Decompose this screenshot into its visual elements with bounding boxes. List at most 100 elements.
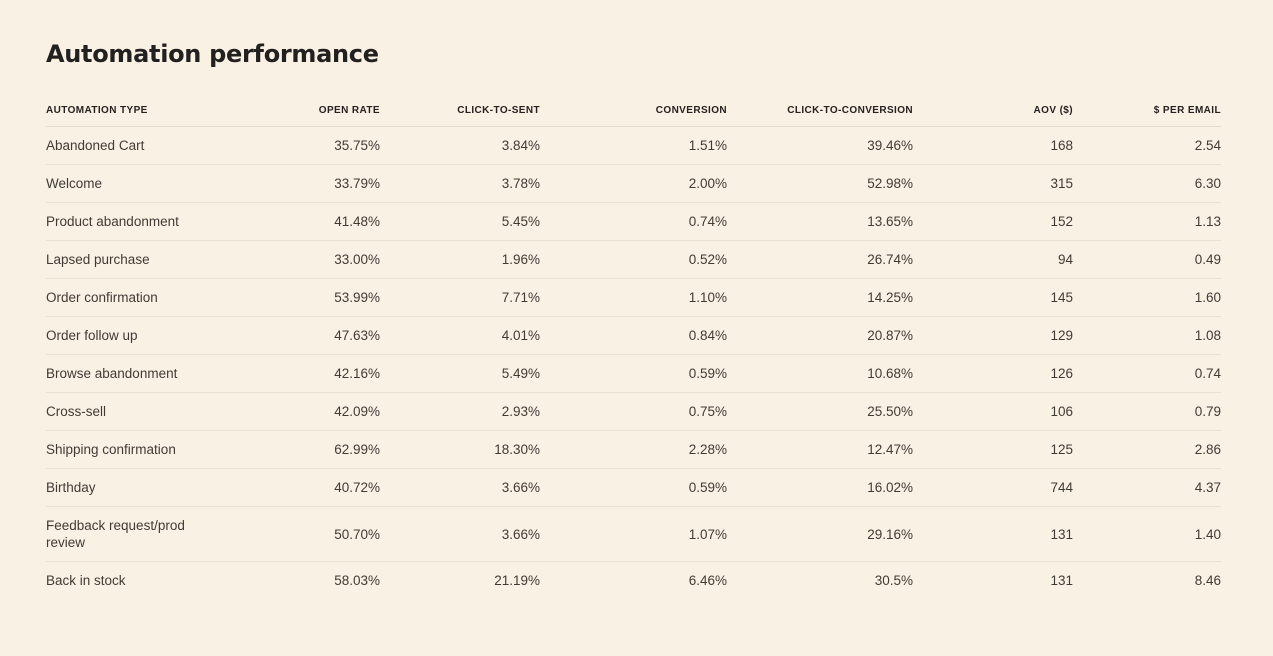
cell-click-to-conversion: 12.47% [727,430,913,469]
cell-click-to-sent: 2.93% [380,392,540,431]
automation-type-label: Lapsed purchase [46,252,150,267]
cell-aov: 126 [913,354,1073,393]
table-row: Feedback request/prod review 50.70% 3.66% 1… [46,506,1221,562]
cell-automation-type: Back in stock [46,562,260,600]
cell-open-rate: 50.70% [260,506,380,562]
cell-per-email: 1.13 [1073,202,1221,241]
cell-aov: 129 [913,316,1073,355]
automation-type-label: Product abandonment [46,214,179,229]
cell-click-to-conversion: 13.65% [727,202,913,241]
column-header-aov: AOV ($) [913,105,1073,127]
cell-aov: 94 [913,240,1073,279]
cell-click-to-sent: 1.96% [380,240,540,279]
cell-click-to-sent: 3.66% [380,506,540,562]
cell-per-email: 1.60 [1073,278,1221,317]
column-header-automation-type: AUTOMATION TYPE [46,105,260,127]
automation-type-label: Cross-sell [46,404,107,419]
cell-aov: 131 [913,506,1073,562]
cell-conversion: 1.51% [540,126,727,165]
automation-type-label: Birthday [46,480,96,495]
column-header-click-to-conversion: CLICK-TO-CONVERSION [727,105,913,127]
table-row: Product abandonment 41.48% 5.45% 0.74% 13.65… [46,202,1221,241]
cell-per-email: 2.54 [1073,126,1221,165]
cell-open-rate: 35.75% [260,126,380,165]
cell-click-to-conversion: 25.50% [727,392,913,431]
cell-click-to-conversion: 20.87% [727,316,913,355]
automation-type-label: Abandoned Cart [46,138,145,153]
table-row: Order follow up 47.63% 4.01% 0.84% 20.87% 129… [46,316,1221,355]
cell-automation-type: Product abandonment [46,202,260,241]
table-row: Back in stock 58.03% 21.19% 6.46% 30.5% 131 8.… [46,562,1221,600]
table-row: Browse abandonment 42.16% 5.49% 0.59% 10.68%… [46,354,1221,393]
cell-click-to-sent: 18.30% [380,430,540,469]
cell-open-rate: 40.72% [260,468,380,507]
cell-automation-type: Feedback request/prod review [46,506,260,562]
column-header-conversion: CONVERSION [540,105,727,127]
cell-automation-type: Lapsed purchase [46,240,260,279]
cell-conversion: 1.10% [540,278,727,317]
cell-click-to-sent: 7.71% [380,278,540,317]
cell-per-email: 1.40 [1073,506,1221,562]
cell-click-to-conversion: 16.02% [727,468,913,507]
cell-click-to-conversion: 39.46% [727,126,913,165]
cell-per-email: 4.37 [1073,468,1221,507]
cell-click-to-sent: 3.78% [380,164,540,203]
column-header-click-to-sent: CLICK-TO-SENT [380,105,540,127]
page-title: Automation performance [46,40,379,68]
cell-per-email: 0.74 [1073,354,1221,393]
cell-open-rate: 33.79% [260,164,380,203]
automation-performance-table: AUTOMATION TYPE OPEN RATE CLICK-TO-SENT … [46,105,1221,599]
cell-aov: 106 [913,392,1073,431]
cell-open-rate: 58.03% [334,573,380,588]
cell-conversion: 2.28% [540,430,727,469]
table-header-row: AUTOMATION TYPE OPEN RATE CLICK-TO-SENT … [46,105,1221,127]
cell-aov: 168 [913,126,1073,165]
cell-per-email: 0.79 [1073,392,1221,431]
table-row: Welcome 33.79% 3.78% 2.00% 52.98% 315 6.30 [46,164,1221,203]
cell-automation-type: Welcome [46,164,260,203]
cell-automation-type: Shipping confirmation [46,430,260,469]
cell-click-to-sent: 5.49% [380,354,540,393]
cell-click-to-sent: 3.84% [380,126,540,165]
cell-per-email: 0.49 [1073,240,1221,279]
cell-per-email: 8.46 [1194,573,1221,588]
cell-conversion: 0.59% [540,468,727,507]
cell-automation-type: Order follow up [46,316,260,355]
cell-click-to-sent: 5.45% [380,202,540,241]
cell-aov: 131 [1050,573,1073,588]
cell-click-to-conversion: 30.5% [874,573,913,588]
cell-per-email: 2.86 [1073,430,1221,469]
cell-click-to-conversion: 29.16% [727,506,913,562]
table-row: Abandoned Cart 35.75% 3.84% 1.51% 39.46% 168 2… [46,126,1221,165]
cell-conversion: 0.59% [540,354,727,393]
column-header-open-rate: OPEN RATE [260,105,380,127]
cell-click-to-conversion: 10.68% [727,354,913,393]
cell-conversion: 0.52% [540,240,727,279]
cell-conversion: 0.75% [540,392,727,431]
automation-type-label: Shipping confirmation [46,442,176,457]
cell-per-email: 6.30 [1073,164,1221,203]
cell-automation-type: Order confirmation [46,278,260,317]
cell-click-to-conversion: 14.25% [727,278,913,317]
table-body: Abandoned Cart 35.75% 3.84% 1.51% 39.46% 168 2… [46,126,1221,600]
cell-open-rate: 42.09% [260,392,380,431]
cell-aov: 744 [913,468,1073,507]
automation-type-label: Welcome [46,176,103,191]
cell-automation-type: Abandoned Cart [46,126,260,165]
cell-click-to-conversion: 52.98% [727,164,913,203]
cell-conversion: 0.74% [540,202,727,241]
cell-automation-type: Birthday [46,468,260,507]
cell-click-to-sent: 3.66% [380,468,540,507]
automation-type-label: Back in stock [46,573,126,588]
cell-open-rate: 42.16% [260,354,380,393]
cell-click-to-sent: 4.01% [380,316,540,355]
automation-type-label: Order follow up [46,328,138,343]
automation-type-label: Browse abandonment [46,366,178,381]
table-row: Shipping confirmation 62.99% 18.30% 2.28% 12… [46,430,1221,469]
cell-open-rate: 62.99% [260,430,380,469]
automation-type-label: Feedback request/prod review [46,518,185,550]
cell-aov: 125 [913,430,1073,469]
automation-type-label: Order confirmation [46,290,158,305]
cell-automation-type: Browse abandonment [46,354,260,393]
cell-click-to-conversion: 26.74% [727,240,913,279]
